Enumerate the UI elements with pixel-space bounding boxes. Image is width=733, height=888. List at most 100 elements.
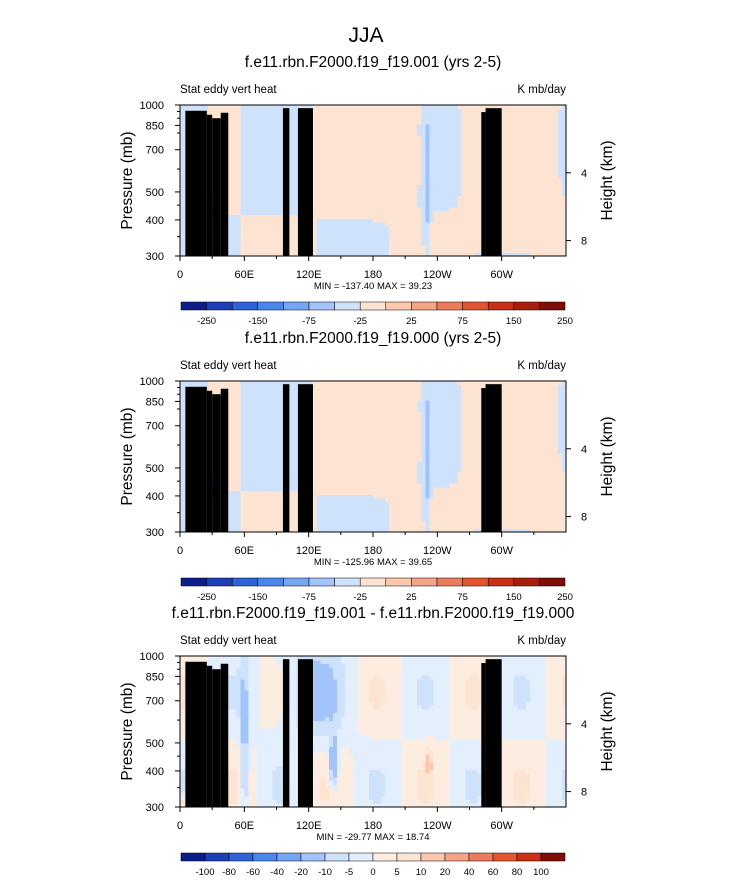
field-cell <box>232 154 237 159</box>
field-cell <box>356 214 362 219</box>
field-cell <box>312 108 318 114</box>
field-cell <box>421 203 426 208</box>
field-cell <box>545 120 551 125</box>
field-cell <box>457 188 463 193</box>
field-cell <box>180 142 185 148</box>
field-cell <box>180 199 185 204</box>
field-cell <box>348 494 354 499</box>
field-cell <box>397 528 402 533</box>
field-cell <box>240 199 245 204</box>
field-cell <box>441 165 446 170</box>
field-cell <box>505 218 511 223</box>
field-cell <box>537 146 543 151</box>
field-cell <box>228 138 233 144</box>
field-cell <box>461 180 467 185</box>
field-cell <box>561 184 567 189</box>
field-cell <box>240 494 245 499</box>
field-cell <box>513 233 519 238</box>
field-cell <box>425 505 430 510</box>
field-cell <box>260 146 266 151</box>
field-cell <box>236 112 241 117</box>
field-cell <box>180 146 185 151</box>
field-cell <box>180 244 185 250</box>
field-cell <box>525 105 531 110</box>
field-cell <box>501 218 507 223</box>
field-cell <box>501 138 507 144</box>
field-cell <box>561 123 567 129</box>
field-cell <box>368 513 374 518</box>
field-cell <box>549 505 555 510</box>
field-cell <box>385 214 390 219</box>
field-cell <box>328 116 334 121</box>
field-cell <box>561 233 567 238</box>
field-cell <box>373 112 378 117</box>
field-cell <box>389 225 394 231</box>
field-cell <box>348 248 354 253</box>
field-cell <box>352 516 358 522</box>
field-cell <box>256 116 262 121</box>
field-cell <box>328 233 334 238</box>
field-cell <box>385 127 390 133</box>
field-cell <box>364 520 370 526</box>
field-cell <box>521 150 527 155</box>
field-cell <box>373 210 378 216</box>
field-cell <box>364 184 370 189</box>
x-tick-label: 120E <box>296 269 322 281</box>
field-cell <box>320 120 326 125</box>
field-cell <box>449 146 455 151</box>
field-cell <box>268 123 274 129</box>
field-cell <box>240 131 245 136</box>
field-cell <box>356 180 362 185</box>
field-cell <box>228 127 233 133</box>
field-cell <box>537 222 543 227</box>
field-cell <box>525 528 531 533</box>
field-cell <box>425 240 430 246</box>
field-cell <box>557 513 563 518</box>
field-cell <box>457 225 463 231</box>
field-cell <box>280 131 286 136</box>
field-cell <box>316 494 322 499</box>
field-cell <box>537 172 543 178</box>
panel-2: f.e11.rbn.F2000.f19_f19.000 (yrs 2-5)Sta… <box>119 330 616 603</box>
field-cell <box>561 188 567 193</box>
field-cell <box>401 524 406 529</box>
field-cell <box>397 195 402 200</box>
field-cell <box>561 135 567 140</box>
field-cell <box>457 498 463 503</box>
field-cell <box>537 206 543 212</box>
field-cell <box>368 520 374 526</box>
field-cell <box>433 199 438 204</box>
field-cell <box>509 191 515 197</box>
field-cell <box>469 116 475 121</box>
field-cell <box>453 225 459 231</box>
field-cell <box>545 520 551 526</box>
field-cell <box>393 218 398 223</box>
field-cell <box>236 108 241 114</box>
field-cell <box>324 233 330 238</box>
field-cell <box>421 240 426 246</box>
field-cell <box>240 120 245 125</box>
field-cell <box>393 203 398 208</box>
field-cell <box>340 195 346 200</box>
field-cell <box>425 138 430 144</box>
field-cell <box>537 127 543 133</box>
field-cell <box>220 108 225 114</box>
field-cell <box>348 225 354 231</box>
field-cell <box>228 244 233 250</box>
field-cell <box>409 203 414 208</box>
field-cell <box>401 222 406 227</box>
field-cell <box>533 142 539 148</box>
field-cell <box>188 105 193 110</box>
field-cell <box>533 127 539 133</box>
field-cell <box>368 210 374 216</box>
field-cell <box>549 188 555 193</box>
field-cell <box>276 108 282 114</box>
field-cell <box>445 188 450 193</box>
field-cell <box>401 218 406 223</box>
field-cell <box>449 222 455 227</box>
field-cell <box>364 218 370 223</box>
field-cell <box>549 244 555 250</box>
field-cell <box>276 146 282 151</box>
field-cell <box>292 252 298 257</box>
field-cell <box>517 127 523 133</box>
